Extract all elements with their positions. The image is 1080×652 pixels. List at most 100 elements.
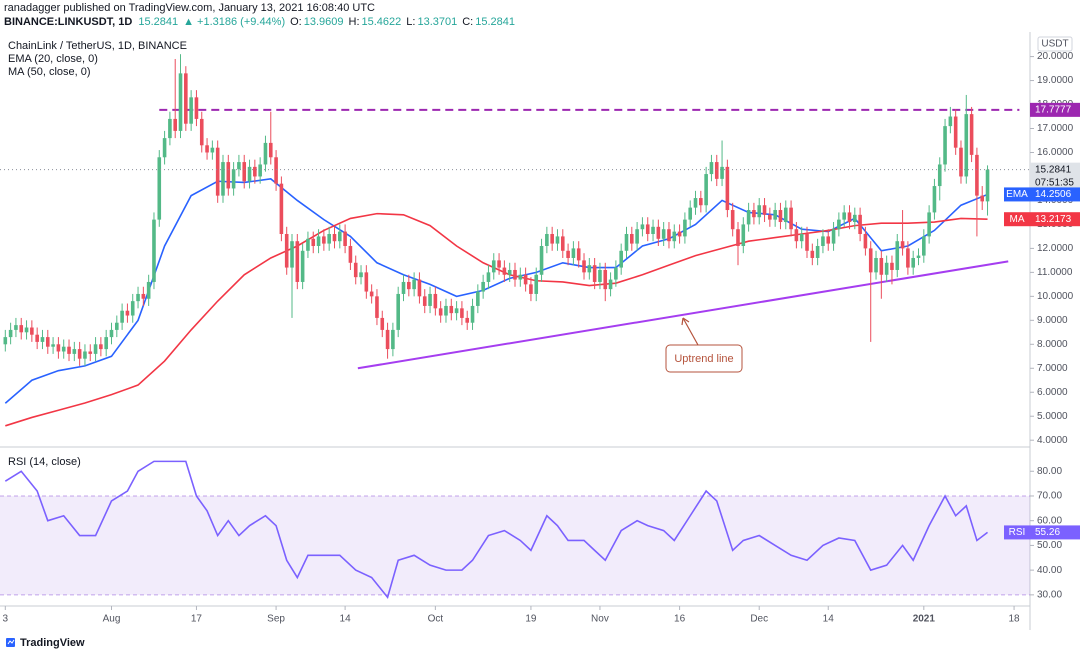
y-tick-label: 11.0000 bbox=[1037, 267, 1073, 278]
candle-body bbox=[783, 207, 788, 223]
footer: TradingView bbox=[6, 637, 85, 649]
candle-body bbox=[486, 272, 491, 282]
candle-body bbox=[407, 281, 411, 290]
candle-body bbox=[279, 183, 284, 235]
candle-body bbox=[449, 305, 454, 314]
candle-body bbox=[736, 229, 740, 246]
candle-body bbox=[295, 241, 300, 282]
price-tag bbox=[1030, 525, 1080, 540]
candle-body bbox=[571, 248, 576, 258]
candle-body bbox=[518, 274, 523, 280]
x-tick-label: 3 bbox=[3, 614, 9, 625]
candle-body bbox=[460, 308, 464, 318]
candle-body bbox=[199, 118, 204, 146]
candle-body bbox=[863, 234, 868, 249]
candle-body bbox=[258, 164, 262, 177]
y-tick-label: 17.0000 bbox=[1037, 123, 1074, 134]
candle-body bbox=[837, 219, 841, 230]
candle-body bbox=[614, 267, 618, 280]
candle-body bbox=[284, 234, 289, 268]
candle-body bbox=[847, 212, 852, 223]
chart-title: ChainLink / TetherUS, 1D, BINANCE bbox=[8, 40, 187, 52]
candle-body bbox=[491, 260, 496, 273]
symbol-line: BINANCE:LINKUSDT, 1D 15.2841 ▲ +1.3186 (+9… bbox=[4, 16, 515, 28]
candle-body bbox=[826, 236, 831, 244]
candle-body bbox=[768, 214, 772, 220]
tag-label-box bbox=[1004, 212, 1030, 227]
candle-body bbox=[30, 327, 34, 335]
y-tick-label: 19.0000 bbox=[1037, 75, 1074, 86]
candle-body bbox=[433, 293, 438, 309]
candle-body bbox=[667, 229, 671, 242]
candle-body bbox=[560, 236, 565, 251]
candle-body bbox=[168, 118, 172, 139]
close-value: 15.2841 bbox=[475, 16, 515, 28]
high-value: 15.4622 bbox=[362, 16, 402, 28]
candle-body bbox=[104, 337, 108, 350]
candle-body bbox=[741, 224, 746, 246]
x-tick-label: 19 bbox=[525, 614, 537, 625]
legends: ChainLink / TetherUS, 1D, BINANCE EMA (2… bbox=[8, 36, 1073, 468]
series-line bbox=[5, 212, 988, 427]
candle-body bbox=[476, 291, 480, 306]
unit-box bbox=[1037, 36, 1073, 52]
price-tag-text: 13.2173 bbox=[1035, 214, 1072, 225]
candle-body bbox=[757, 205, 762, 218]
candle-body bbox=[523, 274, 528, 285]
candle-body bbox=[645, 224, 650, 235]
candle-body bbox=[120, 310, 124, 323]
candle-body bbox=[327, 234, 331, 244]
candle-body bbox=[566, 250, 570, 258]
candle-body bbox=[141, 293, 146, 299]
candle-body bbox=[35, 334, 39, 342]
price-tag-text: 14.2506 bbox=[1035, 189, 1072, 200]
candle-body bbox=[805, 234, 809, 251]
candle-body bbox=[125, 310, 130, 316]
candle-body bbox=[56, 344, 61, 352]
candle-body bbox=[752, 210, 756, 218]
candle-body bbox=[115, 322, 119, 330]
legend-ema: EMA (20, close, 0) bbox=[8, 53, 98, 65]
candle-body bbox=[730, 210, 735, 230]
candle-body bbox=[194, 97, 199, 119]
candle-body bbox=[353, 262, 358, 278]
candle-body bbox=[709, 162, 714, 175]
y-tick-label: 50.00 bbox=[1037, 540, 1062, 551]
candle-body bbox=[274, 157, 278, 184]
candle-body bbox=[677, 231, 682, 237]
candle-body bbox=[922, 236, 926, 256]
tag-label-box bbox=[1004, 525, 1030, 540]
candle-body bbox=[385, 329, 390, 350]
annotation: Uptrend line bbox=[665, 317, 743, 373]
candle-body bbox=[980, 195, 985, 202]
candle-body bbox=[555, 236, 560, 244]
candle-body bbox=[539, 245, 544, 275]
candle-body bbox=[109, 329, 114, 338]
last-price: 15.2841 bbox=[138, 16, 178, 28]
high-label: H: bbox=[349, 16, 360, 28]
candle-body bbox=[364, 272, 369, 292]
candle-body bbox=[391, 329, 395, 350]
y-tick-label: 16.0000 bbox=[1037, 147, 1074, 158]
x-tick-label: Nov bbox=[591, 614, 609, 625]
candle-body bbox=[762, 205, 767, 215]
candle-body bbox=[497, 260, 501, 268]
candle-body bbox=[210, 147, 215, 153]
open-value: 13.9609 bbox=[304, 16, 344, 28]
x-tick-label: Dec bbox=[750, 614, 768, 625]
candle-body bbox=[67, 346, 71, 354]
candle-body bbox=[778, 210, 783, 223]
candle-body bbox=[263, 142, 268, 165]
y-tick-label: 20.0000 bbox=[1037, 51, 1074, 62]
candle-body bbox=[359, 272, 363, 278]
candle-body bbox=[337, 231, 342, 242]
logo-icon bbox=[6, 638, 15, 647]
candle-body bbox=[316, 236, 321, 246]
price-tag-text: 55.26 bbox=[1035, 527, 1060, 538]
candle-body bbox=[438, 308, 443, 316]
price-tag bbox=[1030, 212, 1080, 227]
candle-body bbox=[14, 325, 18, 330]
candle-body bbox=[375, 296, 379, 318]
candle-body bbox=[932, 186, 937, 213]
candle-body bbox=[799, 234, 804, 242]
